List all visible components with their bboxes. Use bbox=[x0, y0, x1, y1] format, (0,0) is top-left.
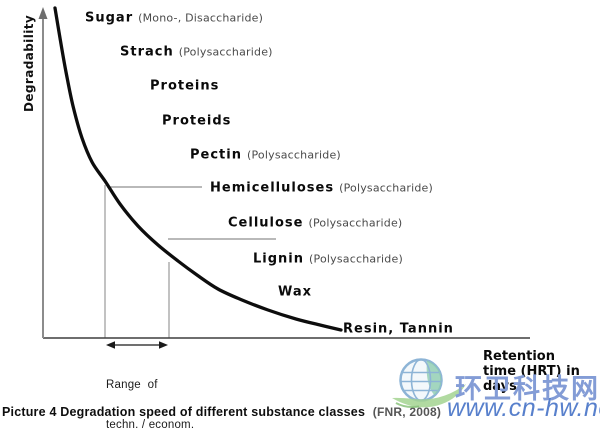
substance-label-resin-tannin: Resin, Tannin bbox=[343, 318, 454, 337]
substance-label-proteids: Proteids bbox=[162, 110, 231, 129]
substance-detail: (Polysaccharide) bbox=[178, 45, 273, 59]
substance-label-cellulose: Cellulose (Polysaccharide) bbox=[228, 212, 402, 231]
substance-name: Pectin bbox=[190, 147, 242, 163]
substance-detail: (Polysaccharide) bbox=[308, 216, 403, 230]
figure-caption: Picture 4 Degradation speed of different… bbox=[2, 405, 441, 419]
y-axis-arrowhead bbox=[38, 7, 48, 19]
range-note-line2: techn. / econom. bbox=[106, 419, 195, 430]
y-axis-label: Degradability bbox=[22, 14, 36, 112]
substance-name: Sugar bbox=[85, 10, 134, 26]
substance-label-pectin: Pectin (Polysaccharide) bbox=[190, 144, 341, 163]
range-arrow-head-right bbox=[159, 341, 168, 349]
x-axis-label-line3: days bbox=[483, 379, 517, 394]
substance-label-hemicelluloses: Hemicelluloses (Polysaccharide) bbox=[210, 177, 433, 196]
substance-label-sugar: Sugar (Mono-, Disaccharide) bbox=[85, 7, 263, 26]
substance-label-strach: Strach (Polysaccharide) bbox=[120, 41, 273, 60]
substance-label-wax: Wax bbox=[278, 281, 312, 300]
substance-name: Cellulose bbox=[228, 215, 304, 231]
substance-name: Proteids bbox=[162, 113, 232, 129]
substance-detail: (Polysaccharide) bbox=[309, 252, 403, 266]
caption-text: Picture 4 Degradation speed of different… bbox=[2, 405, 366, 419]
substance-name: Strach bbox=[120, 44, 174, 60]
range-note: Range of techn. / econom. limit of reten… bbox=[106, 352, 217, 430]
substance-name: Resin, Tannin bbox=[343, 321, 454, 337]
substance-detail: (Polysaccharide) bbox=[339, 181, 434, 195]
substance-name: Lignin bbox=[253, 251, 305, 267]
x-axis-label-line2: time (HRT) in bbox=[483, 364, 580, 379]
x-axis-label-line1: Retention bbox=[483, 349, 555, 364]
substance-label-proteins: Proteins bbox=[150, 75, 219, 94]
range-note-line1: Range of bbox=[106, 378, 158, 391]
caption-source: (FNR, 2008) bbox=[372, 405, 442, 419]
substance-name: Hemicelluloses bbox=[210, 180, 335, 196]
substance-name: Wax bbox=[278, 284, 313, 300]
substance-detail: (Polysaccharide) bbox=[246, 148, 341, 162]
substance-label-lignin: Lignin (Polysaccharide) bbox=[253, 248, 403, 267]
x-axis-label: Retention time (HRT) in days bbox=[483, 349, 580, 394]
degradability-curve bbox=[53, 6, 343, 332]
substance-detail: (Mono-, Disaccharide) bbox=[138, 11, 264, 25]
range-arrow-head-left bbox=[106, 341, 115, 349]
substance-name: Proteins bbox=[150, 78, 220, 94]
